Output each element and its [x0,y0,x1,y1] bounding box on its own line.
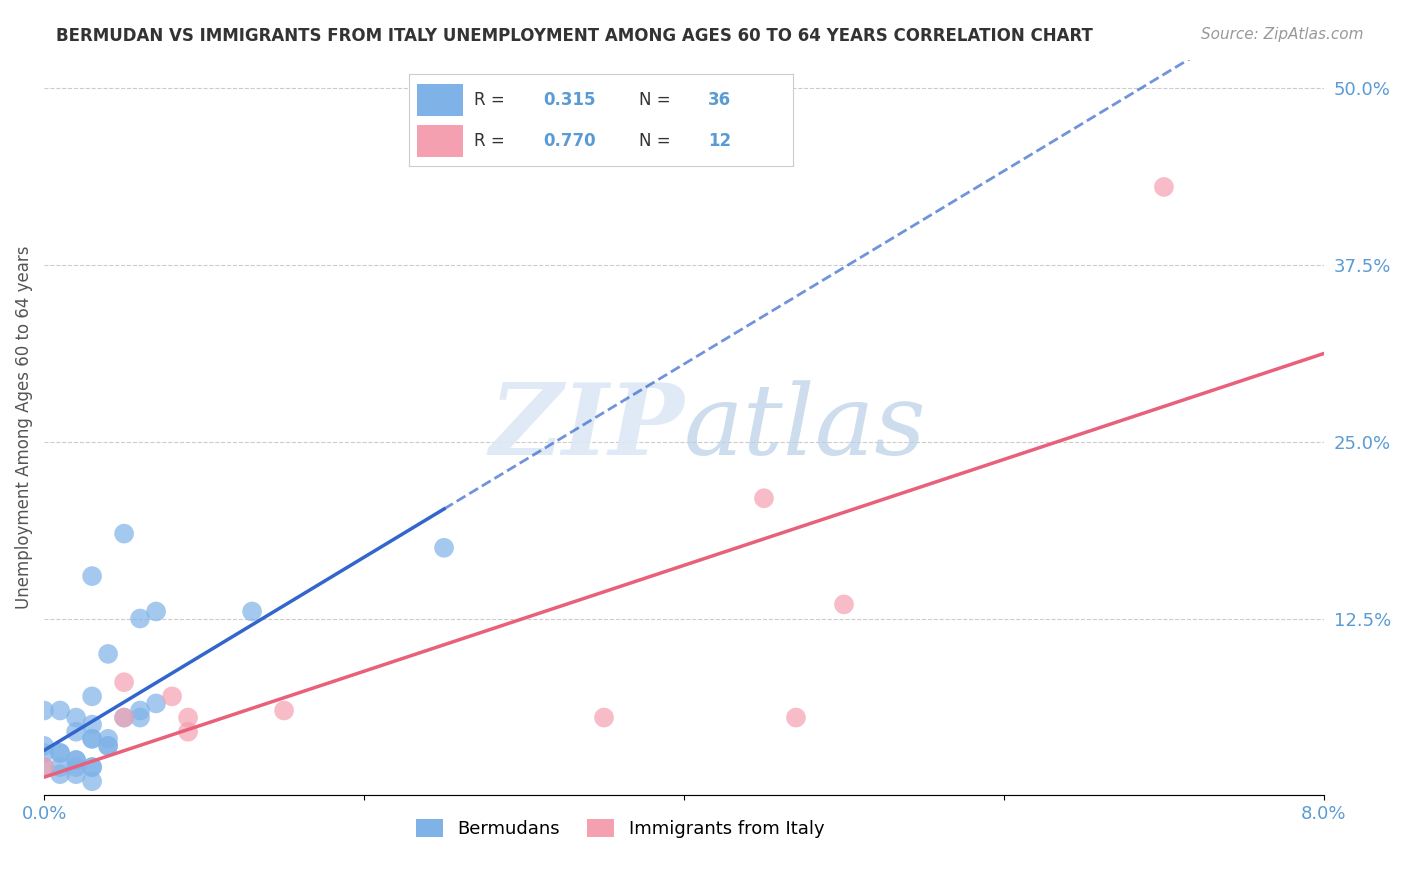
Point [49,760,72,774]
Point [129,611,152,625]
Point [82,569,104,583]
Point [65,753,87,767]
Point [433,541,456,555]
Point [160,690,183,704]
Point [82,760,104,774]
Point [273,704,295,718]
Point [752,491,775,506]
Point [177,710,200,724]
Text: BERMUDAN VS IMMIGRANTS FROM ITALY UNEMPLOYMENT AMONG AGES 60 TO 64 YEARS CORRELA: BERMUDAN VS IMMIGRANTS FROM ITALY UNEMPL… [56,27,1092,45]
Point [112,710,135,724]
Point [177,724,200,739]
Point [32,704,55,718]
Point [82,731,104,746]
Y-axis label: Unemployment Among Ages 60 to 64 years: Unemployment Among Ages 60 to 64 years [15,246,32,609]
Point [785,710,807,724]
Point [97,739,120,753]
Point [49,704,72,718]
Text: atlas: atlas [683,380,927,475]
Point [97,731,120,746]
Point [145,604,167,618]
Point [32,739,55,753]
Point [145,697,167,711]
Legend: Bermudans, Immigrants from Italy: Bermudans, Immigrants from Italy [409,812,831,846]
Point [65,767,87,781]
Point [32,760,55,774]
Point [82,717,104,731]
Point [82,690,104,704]
Point [65,753,87,767]
Point [82,760,104,774]
Point [82,774,104,789]
Point [49,746,72,760]
Point [129,710,152,724]
Point [65,710,87,724]
Point [49,746,72,760]
Point [32,746,55,760]
Text: Source: ZipAtlas.com: Source: ZipAtlas.com [1201,27,1364,42]
Point [240,604,263,618]
Point [1153,180,1175,194]
Point [129,704,152,718]
Point [593,710,616,724]
Point [112,526,135,541]
Point [97,739,120,753]
Point [832,598,855,612]
Point [82,731,104,746]
Point [112,710,135,724]
Point [112,675,135,690]
Point [97,647,120,661]
Point [65,724,87,739]
Point [32,760,55,774]
Text: ZIP: ZIP [489,379,683,475]
Point [49,767,72,781]
Point [65,760,87,774]
